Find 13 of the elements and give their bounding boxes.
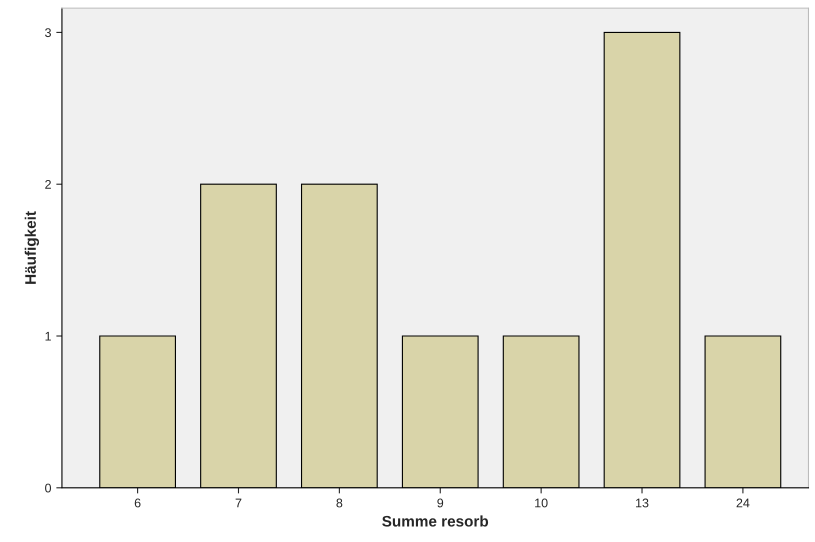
y-tick-label: 0	[45, 484, 52, 492]
y-tick-label: 1	[46, 332, 51, 341]
x-tick-label: 8	[336, 498, 342, 508]
x-axis-title: Summe resorb	[382, 515, 488, 527]
x-tick-label: 7	[236, 498, 242, 508]
x-tick-label: 9	[437, 498, 444, 508]
y-axis-title: Häufigkeit	[24, 211, 40, 284]
y-tick-label: 3	[45, 28, 51, 38]
x-tick-label: 6	[134, 498, 141, 508]
x-tick-label: 10	[535, 498, 548, 508]
x-tick-label: 24	[736, 498, 750, 508]
y-tick-label: 2	[45, 180, 51, 189]
x-tick-label: 13	[636, 498, 648, 508]
